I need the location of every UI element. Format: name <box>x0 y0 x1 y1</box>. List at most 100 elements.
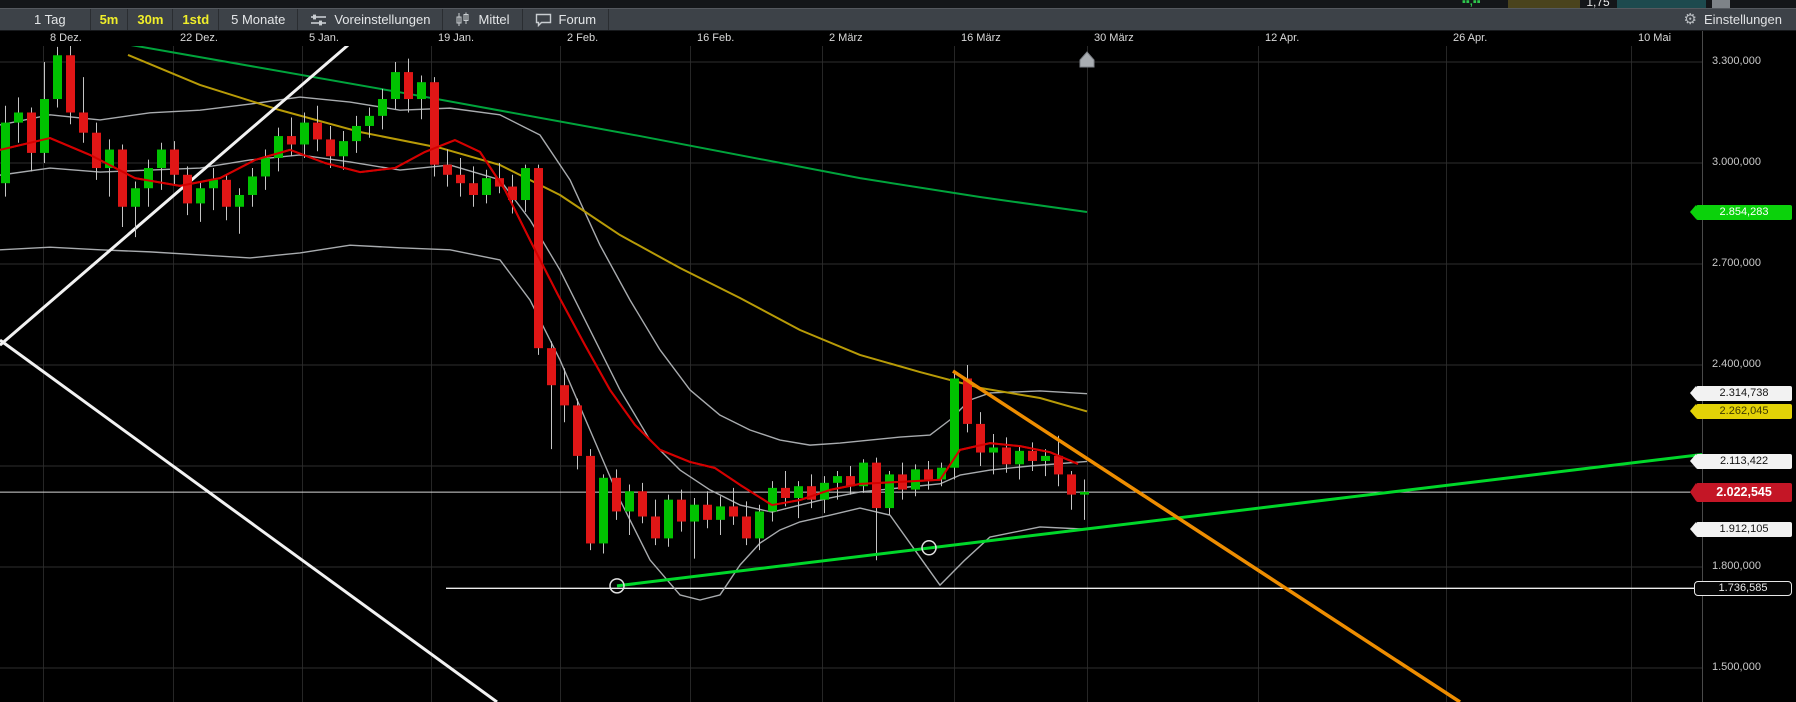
candle-down <box>170 149 179 175</box>
price-tag-value: 1.912,105 <box>1719 522 1769 535</box>
time-axis[interactable]: 8 Dez. 22 Dez. 5 Jan. 19 Jan. 2 Feb. 16 Feb. 2… <box>0 31 1796 46</box>
toolbar-button-mittel[interactable]: Mittel <box>443 9 523 30</box>
price-tag-arrow <box>1690 482 1696 501</box>
candle-up <box>833 476 842 483</box>
time-marker-handle[interactable] <box>1079 51 1095 68</box>
bollinger-upper <box>0 96 1088 446</box>
candle-down <box>742 516 751 539</box>
candle-up <box>196 188 205 204</box>
candle-up <box>391 72 400 100</box>
candle-up <box>482 178 491 195</box>
candle-down <box>79 112 88 133</box>
candle-up <box>690 504 699 522</box>
toolbar-button-timeframe-1tag[interactable]: 1 Tag <box>0 9 91 30</box>
price-tag-2022545: 2.022,545 <box>1690 482 1792 502</box>
toolbar-button-label: 5 Monate <box>231 12 286 27</box>
toolbar-button-forum[interactable]: Forum <box>523 9 610 30</box>
candle-up <box>885 474 894 509</box>
time-axis-label: 19 Jan. <box>438 32 475 44</box>
toolbar-button-timeframe-30m[interactable]: 30m <box>128 9 174 30</box>
indicator-overlays <box>0 43 1088 601</box>
settings-button[interactable]: ⚙ Einstellungen <box>1669 9 1796 30</box>
time-axis-label: 12 Apr. <box>1265 32 1300 44</box>
candle-up <box>599 477 608 544</box>
time-axis-label: 8 Dez. <box>50 32 82 44</box>
time-axis-label: 10 Mai <box>1638 32 1672 44</box>
white-ascending-trendline <box>0 44 349 347</box>
candle-down <box>807 486 816 500</box>
candle-down <box>404 72 413 100</box>
candle-down <box>222 179 231 207</box>
price-tag-2314738: 2.314,738 <box>1690 386 1792 402</box>
candle-down <box>443 164 452 175</box>
candlestick-series[interactable] <box>1 45 1089 561</box>
price-tag-2854283: 2.854,283 <box>1690 204 1792 220</box>
candle-up <box>365 115 374 126</box>
toolbar-button-timeframe-5m[interactable]: 5m <box>91 9 129 30</box>
time-axis-label: 2 Feb. <box>567 32 599 44</box>
cutoff-price-fragment: 1,75 <box>1586 0 1610 8</box>
chart-gridlines <box>0 46 1702 702</box>
chart-canvas[interactable] <box>0 43 1796 702</box>
candle-up <box>53 55 62 100</box>
price-axis-label: 3.000,000 <box>1712 155 1761 168</box>
candle-down <box>924 469 933 480</box>
green-support-trendline <box>616 441 1796 588</box>
cutoff-top-row: ▪▪,▪▪ 1,75 <box>0 0 1796 8</box>
toolbar-button-range-5monate[interactable]: 5 Monate <box>219 9 299 30</box>
candle-up <box>300 122 309 145</box>
candle-down <box>92 132 101 169</box>
candle-up <box>911 469 920 490</box>
candle-down <box>872 462 881 509</box>
candle-up <box>378 99 387 116</box>
candle-up <box>352 125 361 142</box>
speech-bubble-icon <box>535 13 552 27</box>
candle-down <box>118 149 127 207</box>
candle-up <box>664 499 673 539</box>
candle-down <box>703 504 712 520</box>
price-tag-value: 2.022,545 <box>1716 484 1772 499</box>
yellow-ma <box>127 54 1088 413</box>
candle-up <box>157 149 166 169</box>
price-tag-value: 2.113,422 <box>1719 454 1769 467</box>
candle-up <box>209 179 218 189</box>
price-tag-1912105: 1.912,105 <box>1690 521 1792 537</box>
time-axis-label: 30 März <box>1094 32 1134 44</box>
cutoff-teal-block <box>1617 0 1706 8</box>
price-axis-label: 2.700,000 <box>1712 256 1761 269</box>
chart-toolbar: 1 Tag 5m 30m 1std 5 Monate Voreinstellungen Mi… <box>0 8 1796 31</box>
cutoff-green-value: ▪▪,▪▪ <box>1462 0 1481 8</box>
candle-down <box>313 122 322 140</box>
candle-down <box>430 82 439 165</box>
candle-down <box>612 477 621 512</box>
candle-down <box>1002 447 1011 465</box>
candle-up <box>14 112 23 123</box>
toolbar-button-timeframe-1std[interactable]: 1std <box>173 9 220 30</box>
trendlines-white[interactable] <box>0 44 498 702</box>
candle-up <box>105 149 114 169</box>
red-ema-overlay <box>0 137 1079 507</box>
price-tag-1736585: 1.736,585 <box>1694 580 1792 596</box>
candle-down <box>469 183 478 195</box>
gear-icon: ⚙ <box>1683 11 1697 28</box>
candle-up <box>768 487 777 512</box>
toolbar-button-voreinstellungen[interactable]: Voreinstellungen <box>298 9 444 30</box>
candle-down <box>976 423 985 453</box>
toolbar-button-label: 1std <box>182 12 210 27</box>
candle-down <box>651 516 660 539</box>
candle-up <box>248 176 257 195</box>
price-axis[interactable]: 3.300,000 3.000,000 2.700,000 2.400,000 1.80… <box>1690 31 1796 702</box>
sliders-icon <box>310 13 327 27</box>
candle-down <box>677 499 686 522</box>
settings-label: Einstellungen <box>1703 12 1782 27</box>
price-tag-arrow <box>1690 453 1696 468</box>
trendline-anchors[interactable] <box>609 540 937 594</box>
trendline-anchor-handle <box>609 578 625 594</box>
trendlines-colored[interactable] <box>616 369 1796 702</box>
price-axis-label: 1.500,000 <box>1712 660 1761 673</box>
price-tag-value: 2.314,738 <box>1719 387 1769 400</box>
cutoff-grey-block <box>1712 0 1730 8</box>
candle-down <box>963 378 972 424</box>
candle-down <box>1054 455 1063 475</box>
candle-down <box>508 186 517 201</box>
